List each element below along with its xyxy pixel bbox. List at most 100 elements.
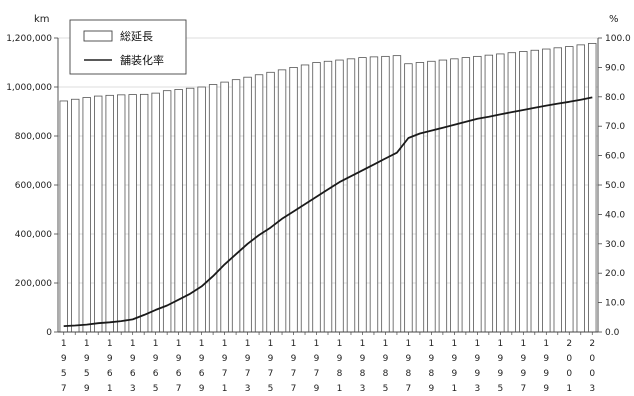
bar — [588, 42, 597, 333]
bar — [530, 49, 540, 333]
left-tick-label: 400,000 — [15, 230, 52, 240]
legend-bar-swatch — [83, 30, 113, 42]
bar — [415, 62, 425, 333]
right-tick-label: 80.0 — [605, 93, 625, 103]
right-tick-label: 10.0 — [605, 299, 625, 309]
series-line — [63, 96, 593, 327]
bar — [139, 93, 149, 333]
bar — [277, 69, 287, 333]
right-tick-label: 0.0 — [605, 328, 620, 338]
left-tick-label: 800,000 — [15, 132, 52, 142]
bar — [576, 44, 585, 333]
bar — [82, 97, 91, 333]
bar — [231, 79, 241, 333]
bar — [117, 94, 126, 333]
bar — [553, 47, 562, 333]
bar — [392, 55, 402, 333]
bar — [404, 63, 413, 333]
left-tick-label: 1,200,000 — [6, 34, 52, 44]
bar — [438, 59, 448, 333]
line-series-paving-rate — [63, 96, 593, 327]
bar — [381, 55, 390, 333]
bar — [427, 60, 436, 333]
bar — [369, 56, 379, 333]
bar — [128, 94, 137, 333]
bar — [450, 58, 459, 333]
legend-label-paving-rate: 舗装化率 — [120, 53, 164, 67]
left-tick-label: 600,000 — [15, 181, 52, 191]
right-tick-label: 20.0 — [605, 269, 625, 279]
bar — [496, 53, 505, 333]
legend-label-total-length: 総延長 — [120, 29, 153, 43]
right-axis-unit: % — [609, 14, 619, 25]
bar — [254, 74, 264, 333]
x-axis: 1 9 5 7 1 9 5 9 1 9 6 1 1 9 6 3 1 9 6 5 1 9 6 7 1 9 6 9 1 9 7 1 1 9 7 3 1 9 7 5… — [58, 331, 598, 394]
right-tick-label: 50.0 — [605, 181, 625, 191]
bar — [358, 57, 367, 333]
bar — [243, 76, 252, 333]
bar — [519, 51, 528, 333]
right-tick-label: 30.0 — [605, 240, 625, 250]
bar — [220, 81, 229, 333]
legend-box — [69, 19, 187, 75]
bar — [266, 71, 275, 333]
bar — [197, 86, 206, 333]
left-tick-label: 1,000,000 — [6, 83, 52, 93]
bar — [94, 95, 103, 333]
right-tick-label: 90.0 — [605, 63, 625, 73]
right-tick-label: 60.0 — [605, 152, 625, 162]
bar — [174, 89, 183, 333]
right-tick-label: 70.0 — [605, 122, 625, 132]
bar — [289, 67, 298, 333]
left-axis: 0 200,000 400,000 600,000 800,000 1,000,000 1,… — [6, 34, 59, 338]
bar — [507, 52, 517, 333]
bar — [105, 94, 114, 333]
bar — [208, 84, 218, 333]
right-tick-label: 40.0 — [605, 210, 625, 220]
bar — [335, 59, 344, 333]
bar — [300, 64, 310, 333]
legend: 総延長 舗装化率 — [69, 19, 187, 75]
right-tick-label: 100.0 — [605, 34, 631, 44]
bar — [71, 98, 80, 333]
bar — [542, 48, 551, 333]
bar — [59, 100, 68, 333]
left-tick-label: 200,000 — [15, 279, 52, 289]
bar — [346, 58, 356, 333]
bar — [323, 60, 333, 333]
bar — [484, 54, 494, 333]
right-axis: 0.0 10.0 20.0 30.0 40.0 50.0 60.0 70.0 80.0 90.0 1… — [597, 34, 631, 338]
left-tick-label: 0 — [46, 328, 52, 338]
left-axis-unit: km — [34, 14, 50, 25]
bar — [461, 57, 471, 333]
bar — [565, 46, 574, 333]
bar — [473, 55, 482, 333]
bar — [151, 92, 160, 333]
bar — [162, 90, 172, 333]
